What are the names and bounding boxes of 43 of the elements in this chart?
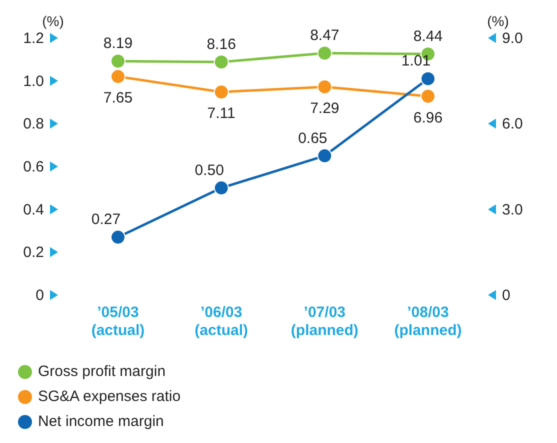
data-label: 0.50: [194, 162, 224, 179]
data-label: 8.47: [310, 27, 340, 44]
y2-tick-label: 3.0: [502, 201, 523, 218]
y-tick-label: 0.8: [23, 116, 44, 133]
data-label: 7.11: [207, 104, 236, 122]
point: [214, 84, 229, 100]
y-tick-label: 0.4: [23, 201, 44, 218]
data-label: 1.01: [401, 52, 431, 70]
y2-axis-title: (%): [487, 13, 509, 29]
data-label: 8.44: [413, 28, 443, 45]
y2-tick-label: 9.0: [502, 30, 523, 47]
y-tick-label: 1.0: [23, 72, 44, 90]
y-axis-title: (%): [42, 13, 64, 29]
y-tick-label: 0: [36, 287, 44, 304]
data-label: 7.65: [103, 90, 133, 107]
data-label: 0.65: [298, 130, 328, 147]
data-label: 8.16: [206, 36, 236, 53]
data-label: 0.27: [91, 211, 121, 228]
x-tick-label: ’08/03 (planned): [394, 304, 462, 339]
y-tick-label: 0.2: [23, 244, 44, 262]
x-tick-label: ’06/03 (actual): [194, 304, 248, 339]
point: [420, 88, 436, 104]
legend-label: Gross profit margin: [38, 363, 166, 380]
point: [317, 46, 332, 61]
x-tick-label: ’05/03 (actual): [91, 304, 145, 339]
point: [214, 54, 229, 70]
y2-tick-label: 0: [502, 287, 510, 304]
point: [317, 148, 332, 164]
point: [317, 79, 332, 94]
point: [110, 54, 126, 69]
point: [110, 69, 126, 84]
point: [110, 230, 126, 245]
y2-tick-label: 6.0: [502, 116, 523, 133]
data-label: 7.29: [310, 100, 340, 117]
legend-label: Net income margin: [38, 413, 164, 430]
data-label: 8.19: [103, 35, 133, 52]
legend-label: SG&A expenses ratio: [38, 388, 181, 405]
data-label: 6.96: [413, 109, 443, 126]
x-tick-label: ’07/03 (planned): [290, 304, 358, 339]
point: [214, 180, 229, 196]
y-tick-label: 1.2: [23, 30, 44, 47]
point: [420, 71, 436, 86]
y-tick-label: 0.6: [23, 158, 44, 176]
